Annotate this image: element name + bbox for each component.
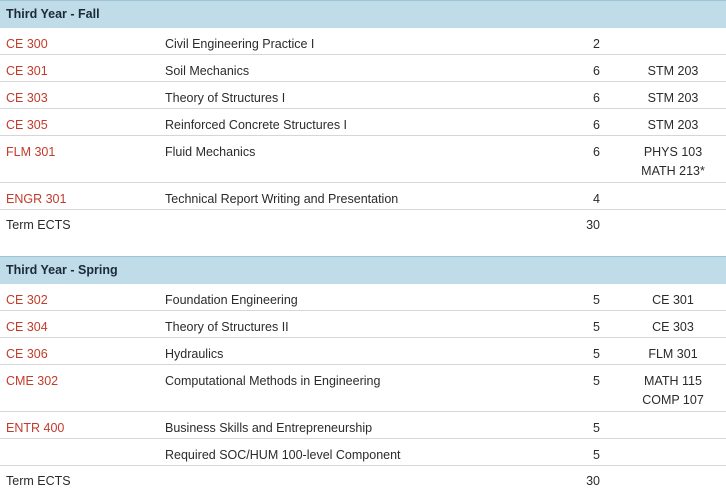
course-code-link[interactable]: CE 306 <box>6 347 48 361</box>
course-ects: 4 <box>593 192 600 206</box>
prerequisite-item: FLM 301 <box>648 347 698 361</box>
term-table: Third Year - Spring CE 302 Foundation Engi… <box>0 256 726 492</box>
course-ects: 5 <box>593 320 600 334</box>
course-ects: 2 <box>593 37 600 51</box>
course-ects: 5 <box>593 347 600 361</box>
course-row: CME 302 Computational Methods in Engineer… <box>0 365 726 412</box>
course-ects: 5 <box>593 421 600 435</box>
course-code-link[interactable]: ENGR 301 <box>6 192 67 206</box>
course-title: Soil Mechanics <box>165 64 250 78</box>
course-ects: 5 <box>593 374 600 388</box>
course-title: Theory of Structures II <box>165 320 289 334</box>
course-title: Civil Engineering Practice I <box>165 37 315 51</box>
course-prerequisites: STM 203 <box>618 89 726 108</box>
prerequisite-item: PHYS 103 <box>643 145 703 159</box>
term-table: Third Year - Fall CE 300 Civil Engineering… <box>0 0 726 236</box>
course-ects: 5 <box>593 293 600 307</box>
course-ects: 6 <box>593 64 600 78</box>
prerequisite-item: STM 203 <box>647 91 699 105</box>
prerequisite-item: STM 203 <box>647 64 699 78</box>
term-title: Third Year - Spring <box>0 256 726 284</box>
course-title: Fluid Mechanics <box>165 145 256 159</box>
term-total-ects: 30 <box>586 474 600 488</box>
course-ects: 6 <box>593 145 600 159</box>
term-total-label: Term ECTS <box>6 474 71 488</box>
course-row: CE 301 Soil Mechanics 6 STM 203 <box>0 55 726 82</box>
course-title: Required SOC/HUM 100-level Component <box>165 448 401 462</box>
course-title: Reinforced Concrete Structures I <box>165 118 348 132</box>
course-row: CE 302 Foundation Engineering 5 CE 301 <box>0 284 726 311</box>
course-code-link[interactable]: CE 300 <box>6 37 48 51</box>
term-total-row: Term ECTS 30 <box>0 210 726 236</box>
prerequisite-item: MATH 115 <box>644 374 702 388</box>
prerequisite-item: CE 303 <box>652 320 694 334</box>
term-total-row: Term ECTS 30 <box>0 466 726 492</box>
course-prerequisites: CE 301 <box>618 291 726 310</box>
course-code-link[interactable]: CE 301 <box>6 64 48 78</box>
course-prerequisites: MATH 115 COMP 107 <box>618 372 726 410</box>
course-prerequisites: STM 203 <box>618 62 726 81</box>
course-ects: 5 <box>593 448 600 462</box>
course-code-link[interactable]: CE 305 <box>6 118 48 132</box>
course-code-link[interactable]: CE 302 <box>6 293 48 307</box>
course-title: Foundation Engineering <box>165 293 298 307</box>
prerequisite-item: COMP 107 <box>642 393 704 407</box>
prerequisite-item: CE 301 <box>652 293 694 307</box>
course-ects: 6 <box>593 91 600 105</box>
course-row: CE 304 Theory of Structures II 5 CE 303 <box>0 311 726 338</box>
course-title: Hydraulics <box>165 347 224 361</box>
course-prerequisites: PHYS 103 MATH 213* <box>618 143 726 181</box>
course-prerequisites: FLM 301 <box>618 345 726 364</box>
course-ects: 6 <box>593 118 600 132</box>
course-code-link[interactable]: CE 304 <box>6 320 48 334</box>
course-title: Technical Report Writing and Presentatio… <box>165 192 399 206</box>
term-total-label: Term ECTS <box>6 218 71 232</box>
course-row: FLM 301 Fluid Mechanics 6 PHYS 103 MATH 213* <box>0 136 726 183</box>
course-row: CE 305 Reinforced Concrete Structures I 6 S… <box>0 109 726 136</box>
course-title: Business Skills and Entrepreneurship <box>165 421 373 435</box>
course-row: ENTR 400 Business Skills and Entrepreneur… <box>0 412 726 439</box>
course-code-link[interactable]: FLM 301 <box>6 145 56 159</box>
prerequisite-item: STM 203 <box>647 118 699 132</box>
prerequisite-item: MATH 213* <box>641 164 705 178</box>
course-title: Theory of Structures I <box>165 91 286 105</box>
term-total-ects: 30 <box>586 218 600 232</box>
course-prerequisites: STM 203 <box>618 116 726 135</box>
course-code-link[interactable]: CE 303 <box>6 91 48 105</box>
course-row: CE 300 Civil Engineering Practice I 2 <box>0 28 726 55</box>
course-row: ENGR 301 Technical Report Writing and Pre… <box>0 183 726 210</box>
course-row: Required SOC/HUM 100-level Component 5 <box>0 439 726 466</box>
course-title: Computational Methods in Engineering <box>165 374 381 388</box>
course-row: CE 306 Hydraulics 5 FLM 301 <box>0 338 726 365</box>
course-code-link[interactable]: CME 302 <box>6 374 59 388</box>
course-row: CE 303 Theory of Structures I 6 STM 203 <box>0 82 726 109</box>
course-prerequisites: CE 303 <box>618 318 726 337</box>
course-code-link[interactable]: ENTR 400 <box>6 421 65 435</box>
term-title: Third Year - Fall <box>0 0 726 28</box>
